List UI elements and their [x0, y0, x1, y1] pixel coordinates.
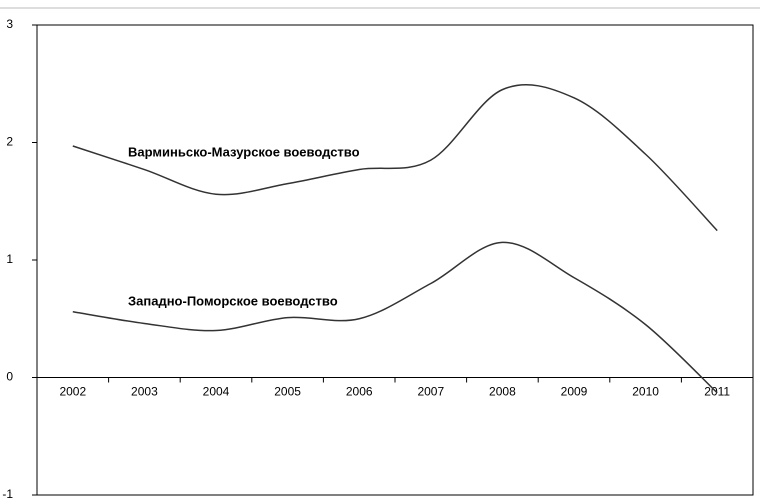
x-tick-label: 2007 [417, 385, 444, 399]
x-tick-label: 2006 [346, 385, 373, 399]
series-line [72, 84, 718, 232]
x-tick-label: 2008 [489, 385, 516, 399]
y-tick-label: 3 [6, 17, 13, 31]
y-tick-label: 0 [6, 370, 13, 384]
x-tick-label: 2002 [59, 385, 86, 399]
x-tick-label: 2004 [203, 385, 230, 399]
series-label: Западно-Поморское воеводство [128, 293, 338, 308]
y-tick-label: -1 [2, 487, 13, 500]
x-tick-label: 2010 [632, 385, 659, 399]
y-tick-label: 2 [6, 135, 13, 149]
series-label: Варминьско-Мазурское воеводство [128, 144, 360, 159]
x-tick-label: 2009 [561, 385, 588, 399]
x-tick-label: 2003 [131, 385, 158, 399]
plot-frame [36, 24, 754, 496]
series-line [72, 241, 718, 394]
x-tick-label: 2005 [274, 385, 301, 399]
x-tick-label: 2011 [704, 385, 730, 399]
y-tick-label: 1 [6, 252, 13, 266]
